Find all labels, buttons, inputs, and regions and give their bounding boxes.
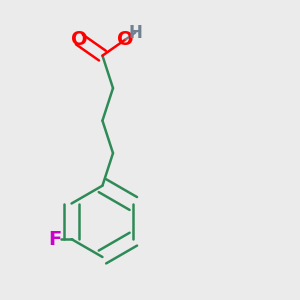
Text: O: O bbox=[71, 30, 88, 49]
Text: O: O bbox=[117, 30, 134, 49]
Text: H: H bbox=[128, 24, 142, 42]
Text: F: F bbox=[49, 230, 62, 249]
